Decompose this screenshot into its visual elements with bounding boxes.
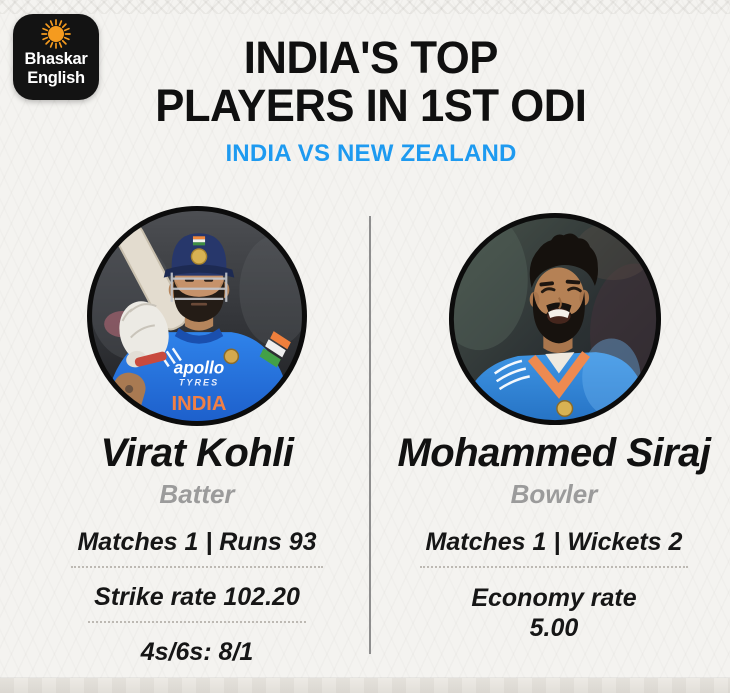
- orange-collar: [527, 351, 591, 399]
- title-line2: PLAYERS IN 1ST ODI: [155, 80, 587, 131]
- column-divider: [369, 216, 371, 654]
- jersey-sponsor-text: apollo: [174, 358, 224, 378]
- page-title: INDIA'S TOP PLAYERS IN 1ST ODI: [11, 34, 719, 130]
- kohli-portrait: apollo TYRES INDIA: [90, 209, 304, 423]
- stat-strike-rate: Strike rate 102.20: [88, 583, 306, 623]
- virat-kohli-photo: apollo TYRES INDIA: [86, 205, 308, 427]
- player-card-virat-kohli: Virat Kohli Batter Matches 1 | Runs 93 S…: [22, 430, 372, 682]
- helmet-flag: [192, 236, 206, 246]
- match-subtitle: INDIA VS NEW ZEALAND: [225, 140, 517, 167]
- helmet-grille: [170, 272, 228, 302]
- top-border-pattern: [0, 0, 730, 14]
- siraj-hair: [529, 233, 598, 288]
- stat-matches-wickets: Matches 1 | Wickets 2: [419, 528, 689, 568]
- stat-economy-label: Economy rate: [471, 584, 637, 612]
- chest-crest: [223, 348, 240, 365]
- stat-row: Matches 1 | Runs 93: [22, 528, 372, 568]
- smiling-eyes: [540, 286, 582, 294]
- bhaskar-english-logo: Bhaskar English: [13, 14, 99, 100]
- stat-fours-sixes: 4s/6s: 8/1: [140, 638, 254, 666]
- stat-row: Matches 1 | Wickets 2: [382, 528, 726, 568]
- jersey-team-text: INDIA: [172, 393, 227, 415]
- player-role: Batter: [159, 479, 235, 509]
- player-role: Bowler: [510, 479, 598, 509]
- stat-economy-value: 5.00: [529, 614, 579, 642]
- player-card-mohammed-siraj: Mohammed Siraj Bowler Matches 1 | Wicket…: [382, 430, 726, 658]
- player-stats: Matches 1 | Runs 93 Strike rate 102.20 4…: [22, 528, 372, 667]
- stat-row: 4s/6s: 8/1: [22, 638, 372, 667]
- logo-text-line2: English: [27, 69, 85, 87]
- kohli-beard: [173, 279, 225, 323]
- jersey-sponsor-subtext: TYRES: [179, 378, 219, 388]
- player-name: Virat Kohli: [100, 431, 294, 475]
- batting-glove: [119, 301, 169, 368]
- stat-row: Strike rate 102.20: [22, 583, 372, 623]
- jersey-stripes: [493, 359, 530, 391]
- title-line1: INDIA'S TOP: [243, 32, 499, 83]
- photo-ring: [448, 212, 662, 426]
- bottom-edge: [0, 678, 730, 693]
- player-stats: Matches 1 | Wickets 2 Economy rate 5.00: [382, 528, 726, 643]
- siraj-portrait: [451, 215, 659, 423]
- mohammed-siraj-photo: [448, 212, 662, 426]
- chest-crest: [556, 399, 574, 418]
- photo-ring: [87, 206, 307, 426]
- logo-text-line1: Bhaskar: [24, 50, 88, 68]
- stat-row: Economy rate 5.00: [382, 583, 726, 643]
- player-name: Mohammed Siraj: [397, 431, 711, 475]
- stat-matches-runs: Matches 1 | Runs 93: [71, 528, 323, 568]
- sun-icon: [41, 19, 71, 49]
- helmet-crest: [190, 248, 208, 265]
